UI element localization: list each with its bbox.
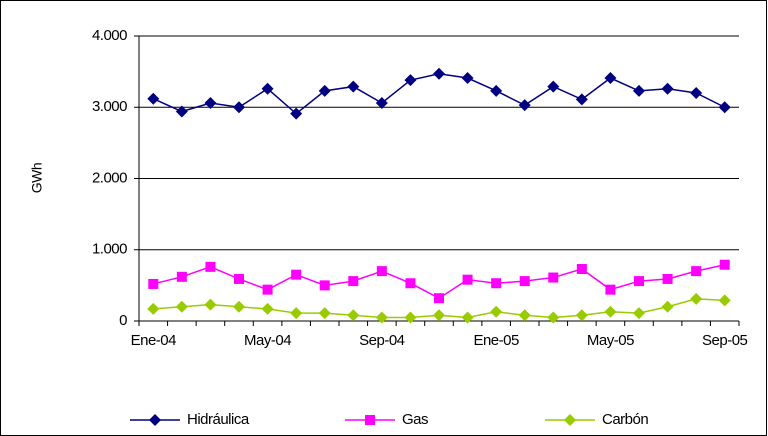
data-point: [718, 101, 731, 114]
data-point: [375, 311, 388, 324]
data-point: [662, 273, 673, 284]
data-point: [633, 84, 645, 97]
data-point: [347, 80, 360, 93]
legend-label: Hidráulica: [187, 411, 250, 428]
data-point: [405, 278, 416, 289]
data-point: [319, 280, 330, 291]
data-point: [318, 307, 331, 320]
data-point: [404, 74, 417, 87]
data-point: [262, 284, 273, 295]
data-point: [547, 80, 560, 93]
data-point: [433, 67, 445, 80]
data-point: [176, 271, 187, 282]
data-point: [147, 302, 160, 315]
data-point: [604, 72, 617, 85]
legend-label: Gas: [402, 411, 428, 428]
data-point: [290, 107, 303, 120]
data-point: [719, 259, 730, 270]
x-tick-label: Sep-04: [359, 332, 405, 349]
data-point: [690, 87, 703, 99]
data-point: [261, 302, 274, 315]
data-point: [604, 305, 617, 318]
data-point: [518, 99, 531, 112]
y-axis-label: GWh: [29, 163, 45, 193]
data-point: [605, 284, 616, 295]
data-point: [633, 307, 645, 320]
y-tick-label: 4.000: [92, 27, 127, 44]
data-point: [291, 269, 302, 280]
data-point: [718, 294, 731, 307]
data-point: [205, 261, 216, 272]
data-point: [175, 300, 188, 313]
x-tick-label: Sep-05: [702, 332, 748, 349]
data-point: [691, 266, 702, 277]
data-point: [261, 82, 274, 95]
data-point: [634, 276, 644, 287]
data-point: [490, 305, 503, 318]
data-point: [348, 276, 359, 287]
y-tick-label: 2.000: [92, 169, 127, 186]
data-point: [204, 298, 217, 311]
data-point: [148, 278, 159, 289]
data-point: [690, 292, 703, 305]
data-point: [462, 274, 473, 285]
data-point: [290, 307, 303, 320]
x-tick-label: May-05: [587, 332, 634, 349]
y-tick-label: 3.000: [92, 98, 127, 115]
data-point: [491, 278, 502, 289]
data-point: [519, 276, 530, 287]
data-point: [233, 101, 245, 114]
legend-marker: [564, 414, 576, 426]
legend-marker: [149, 414, 161, 426]
data-point: [518, 309, 531, 322]
data-point: [461, 72, 474, 85]
data-point: [575, 309, 588, 322]
data-point: [661, 300, 674, 313]
y-tick-label: 1.000: [92, 241, 127, 258]
data-point: [461, 311, 474, 324]
data-point: [576, 263, 587, 274]
data-point: [547, 311, 560, 324]
x-tick-label: Ene-05: [473, 332, 519, 349]
data-point: [661, 82, 674, 95]
data-point: [347, 309, 360, 322]
data-point: [234, 273, 244, 284]
data-point: [375, 96, 388, 109]
data-point: [376, 266, 387, 277]
data-point: [433, 309, 445, 322]
data-point: [147, 92, 160, 105]
data-point: [318, 84, 331, 97]
data-point: [404, 311, 417, 324]
data-point: [175, 105, 188, 118]
legend-label: Carbón: [602, 411, 648, 428]
x-tick-label: May-04: [244, 332, 291, 349]
data-point: [434, 293, 444, 304]
legend-marker: [365, 415, 375, 425]
data-point: [548, 272, 559, 283]
data-point: [204, 96, 217, 109]
x-tick-label: Ene-04: [131, 332, 177, 349]
data-point: [233, 300, 245, 313]
data-point: [490, 84, 503, 97]
data-point: [575, 93, 588, 106]
y-tick-label: 0: [119, 312, 127, 329]
